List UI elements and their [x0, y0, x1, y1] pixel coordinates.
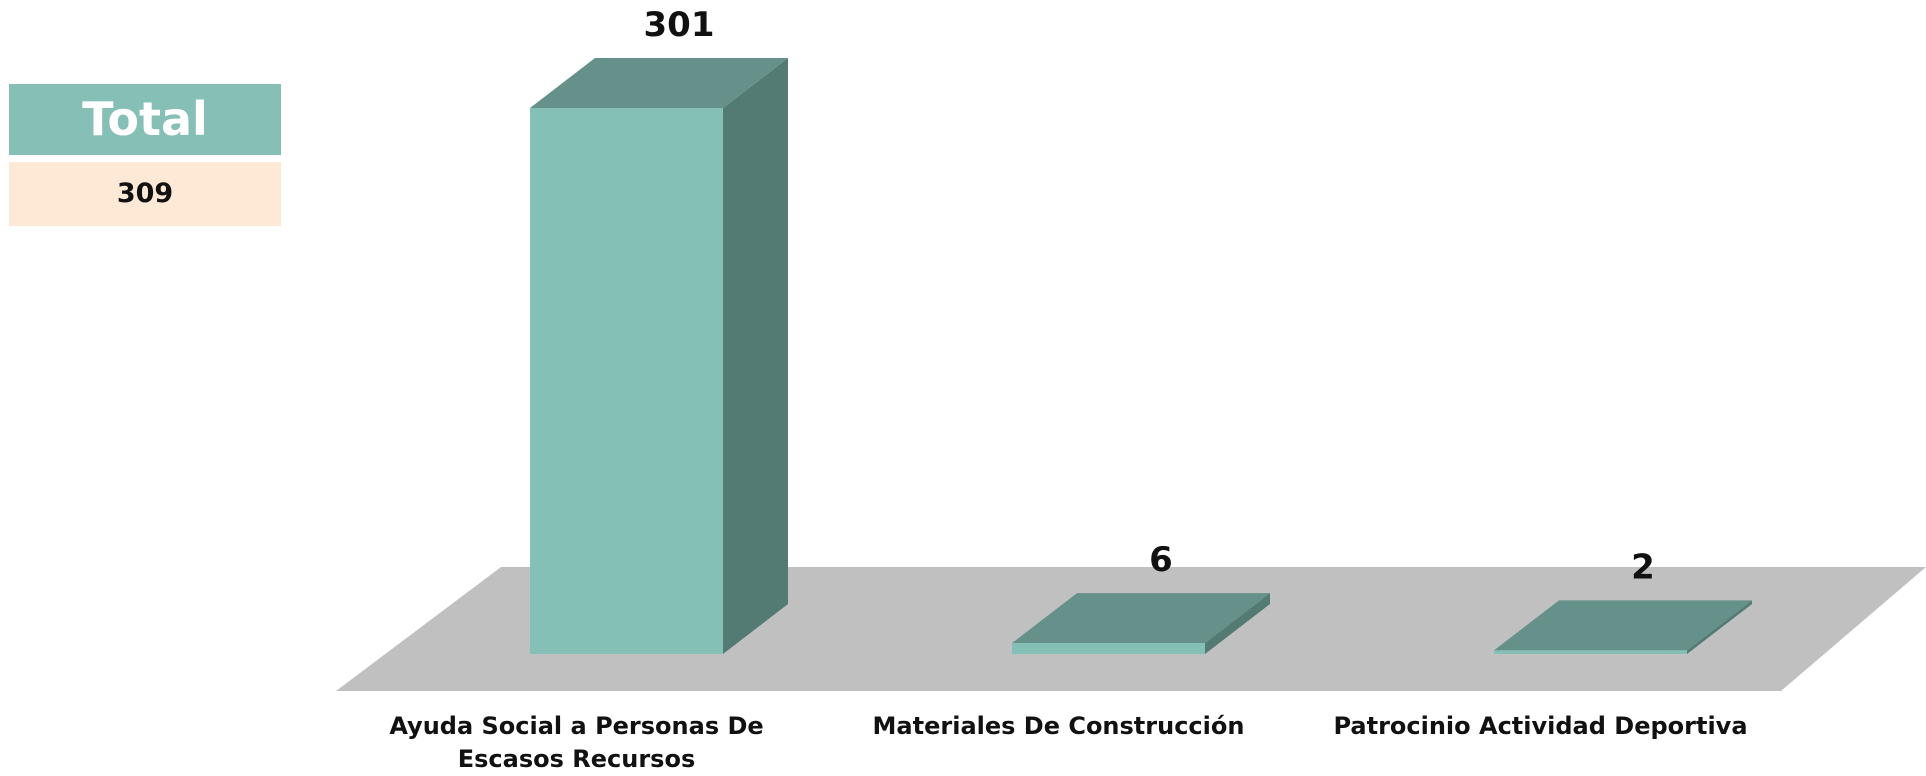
bar — [530, 58, 788, 654]
bar-side — [723, 58, 788, 654]
total-value: 309 — [9, 162, 281, 226]
bar — [1012, 593, 1270, 654]
bar-front — [1012, 643, 1205, 654]
bar-top — [1012, 593, 1270, 644]
value-label: 301 — [644, 5, 715, 45]
bar-front — [1494, 650, 1687, 654]
bar-front — [530, 108, 723, 654]
category-label: Ayuda Social a Personas De Escasos Recur… — [389, 712, 764, 773]
bar-side — [1687, 600, 1752, 654]
category-label: Materiales De Construcción — [872, 712, 1245, 740]
value-label: 2 — [1631, 547, 1655, 587]
value-label: 6 — [1149, 540, 1173, 580]
bar — [1494, 600, 1752, 654]
bar-top — [1494, 600, 1752, 651]
category-label: Patrocinio Actividad Deportiva — [1333, 712, 1748, 740]
bar-top — [530, 58, 788, 108]
bar-side — [1205, 593, 1270, 654]
total-label: Total — [9, 84, 281, 155]
